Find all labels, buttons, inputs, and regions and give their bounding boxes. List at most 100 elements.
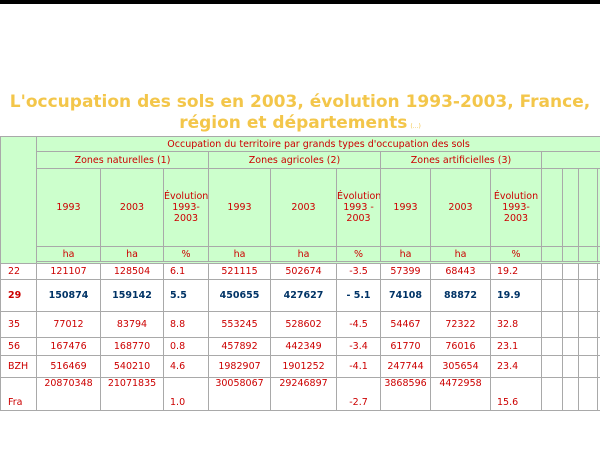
top-border xyxy=(0,0,600,4)
cell: -3.4 xyxy=(336,337,381,356)
cell: 167476 xyxy=(36,337,101,356)
unit-ha: ha xyxy=(36,246,101,262)
unit-ha: ha xyxy=(380,246,431,262)
evol-arti: Évolution 1993-2003 xyxy=(490,168,542,247)
cell: 442349 xyxy=(270,337,337,356)
header-row-main: Occupation du territoire par grands type… xyxy=(0,136,600,264)
cell-empty xyxy=(578,377,598,411)
unit-ha: ha xyxy=(430,246,491,262)
cell: 76016 xyxy=(430,337,491,356)
title-line-2-text: région et départements xyxy=(179,113,408,133)
group-natural: Zones naturelles (1) xyxy=(36,151,209,169)
page-title: L'occupation des sols en 2003, évolution… xyxy=(0,92,600,137)
cell: 83794 xyxy=(100,311,164,338)
cell-empty xyxy=(541,311,563,338)
cell: 1982907 xyxy=(208,355,271,378)
unit-pct: % xyxy=(163,246,209,262)
cell: 247744 xyxy=(380,355,431,378)
year-natural-2003: 2003 xyxy=(100,168,164,247)
header-corner-cell xyxy=(0,136,37,264)
cell-empty xyxy=(578,355,598,378)
cell: 74108 xyxy=(380,279,431,312)
extra-col-2 xyxy=(562,168,579,247)
cell: 19.9 xyxy=(490,279,542,312)
table-row: 22 121107 128504 6.1 521115 502674 -3.5 … xyxy=(0,263,600,280)
cell: 540210 xyxy=(100,355,164,378)
cell-empty xyxy=(562,377,579,411)
land-use-table: Occupation du territoire par grands type… xyxy=(0,136,600,411)
title-line-1: L'occupation des sols en 2003, évolution… xyxy=(9,92,591,112)
cell: 32.8 xyxy=(490,311,542,338)
cell: 3868596 xyxy=(380,377,431,411)
extra-col-1 xyxy=(541,168,563,247)
cell-empty xyxy=(541,377,563,411)
title-line-2: région et départements (...) xyxy=(0,113,600,137)
cell-empty xyxy=(541,263,563,280)
year-arti-2003: 2003 xyxy=(430,168,491,247)
table-row: BZH 516469 540210 4.6 1982907 1901252 -4… xyxy=(0,355,600,378)
cell: 528602 xyxy=(270,311,337,338)
row-code: 22 xyxy=(0,263,37,280)
unit-ha: ha xyxy=(208,246,271,262)
cell-empty xyxy=(578,263,598,280)
cell-empty xyxy=(578,337,598,356)
cell: 305654 xyxy=(430,355,491,378)
title-small-note: (...) xyxy=(410,123,421,130)
table-row: Fra 20870348 21071835 1.0 30058067 29246… xyxy=(0,377,600,411)
cell: 5.5 xyxy=(163,279,209,312)
cell: 1901252 xyxy=(270,355,337,378)
year-agri-1993: 1993 xyxy=(208,168,271,247)
cell-empty xyxy=(541,279,563,312)
cell: 21071835 xyxy=(100,377,164,411)
cell: -4.5 xyxy=(336,311,381,338)
cell: 427627 xyxy=(270,279,337,312)
unit-pct: % xyxy=(490,246,542,262)
cell-empty xyxy=(562,355,579,378)
cell: - 5.1 xyxy=(336,279,381,312)
cell: 19.2 xyxy=(490,263,542,280)
cell: 29246897 xyxy=(270,377,337,411)
year-agri-2003: 2003 xyxy=(270,168,337,247)
cell: 450655 xyxy=(208,279,271,312)
cell: 23.1 xyxy=(490,337,542,356)
cell: 521115 xyxy=(208,263,271,280)
header-row-groups: Zones naturelles (1) Zones agricoles (2)… xyxy=(1,151,600,169)
cell: 15.6 xyxy=(490,377,542,411)
cell: 168770 xyxy=(100,337,164,356)
row-code: Fra xyxy=(0,377,37,411)
evol-agri: Évolution 1993 - 2003 xyxy=(336,168,381,247)
cell-empty xyxy=(562,337,579,356)
cell: 30058067 xyxy=(208,377,271,411)
cell: 128504 xyxy=(100,263,164,280)
cell: 4.6 xyxy=(163,355,209,378)
cell: -4.1 xyxy=(336,355,381,378)
unit-ha: ha xyxy=(100,246,164,262)
row-code: BZH xyxy=(0,355,37,378)
unit-empty xyxy=(562,246,579,262)
cell: 4472958 xyxy=(430,377,491,411)
cell: 77012 xyxy=(36,311,101,338)
cell-empty xyxy=(541,337,563,356)
cell: 502674 xyxy=(270,263,337,280)
row-code: 35 xyxy=(0,311,37,338)
group-agricultural: Zones agricoles (2) xyxy=(208,151,381,169)
header-row-years: 1993 2003 Évolution 1993-2003 1993 2003 … xyxy=(1,168,600,247)
group-artificial: Zones artificielles (3) xyxy=(380,151,542,169)
cell: 8.8 xyxy=(163,311,209,338)
header-row-units: ha ha % ha ha % ha ha % xyxy=(1,246,600,262)
cell: 121107 xyxy=(36,263,101,280)
cell: 72322 xyxy=(430,311,491,338)
cell: 553245 xyxy=(208,311,271,338)
unit-empty xyxy=(578,246,598,262)
cell: 6.1 xyxy=(163,263,209,280)
cell: 61770 xyxy=(380,337,431,356)
cell: 68443 xyxy=(430,263,491,280)
extra-col-3 xyxy=(578,168,598,247)
cell-empty xyxy=(562,279,579,312)
group-other xyxy=(540,151,600,169)
cell: 457892 xyxy=(208,337,271,356)
unit-empty xyxy=(541,246,563,262)
cell-empty xyxy=(541,355,563,378)
unit-ha: ha xyxy=(270,246,337,262)
cell-empty xyxy=(578,311,598,338)
